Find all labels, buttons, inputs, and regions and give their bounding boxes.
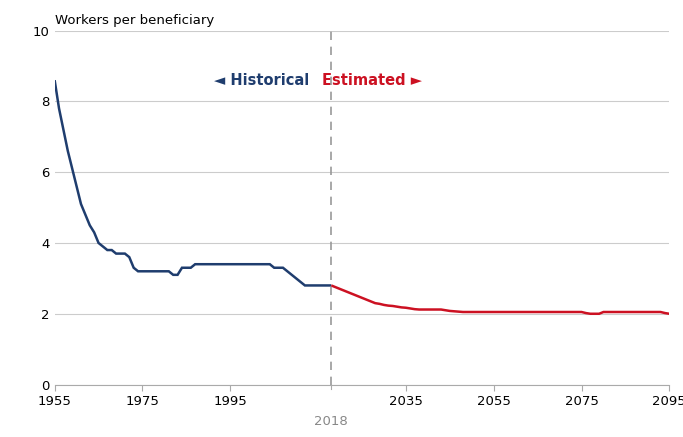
Text: Estimated ►: Estimated ► [322, 73, 422, 88]
Text: ◄ Historical: ◄ Historical [214, 73, 310, 88]
Text: Workers per beneficiary: Workers per beneficiary [55, 14, 214, 27]
Text: 2018: 2018 [314, 415, 348, 428]
